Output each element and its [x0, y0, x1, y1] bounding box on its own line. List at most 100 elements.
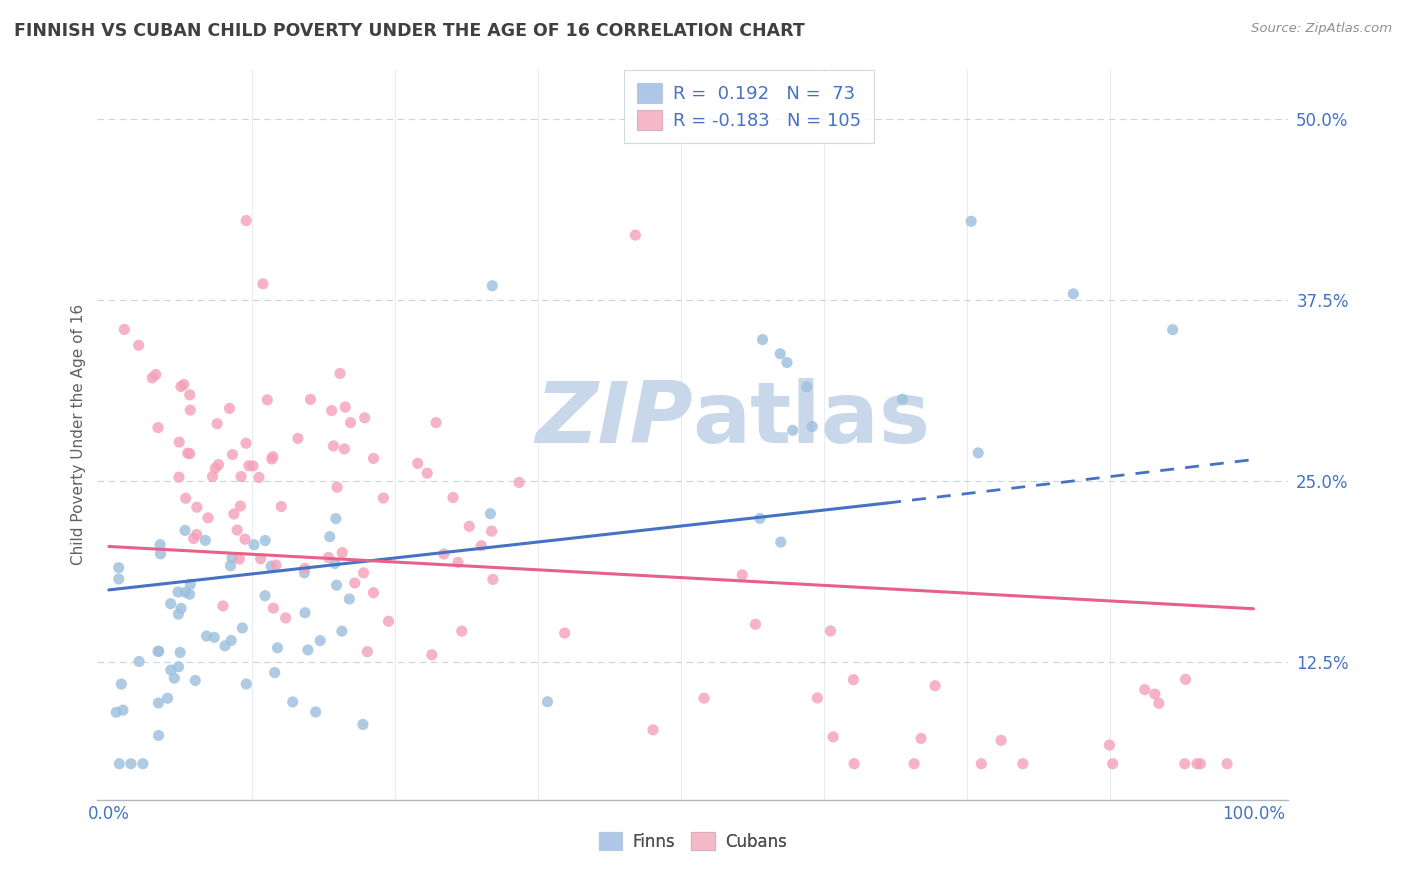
Point	[221, 551, 243, 566]
Point	[253, 589, 276, 603]
Point	[262, 601, 284, 615]
Point	[337, 592, 360, 607]
Point	[174, 524, 197, 538]
Point	[212, 599, 235, 613]
Point	[174, 585, 197, 599]
Point	[353, 566, 375, 580]
Point	[751, 333, 773, 347]
Point	[481, 524, 503, 538]
Point	[179, 577, 201, 591]
Point	[416, 466, 439, 480]
Point	[263, 665, 285, 680]
Point	[159, 597, 181, 611]
Point	[149, 547, 172, 561]
Point	[184, 673, 207, 688]
Point	[820, 624, 842, 638]
Point	[229, 499, 252, 513]
Point	[167, 607, 190, 622]
Point	[823, 730, 845, 744]
Text: atlas: atlas	[693, 378, 931, 461]
Point	[990, 733, 1012, 747]
Point	[353, 410, 375, 425]
Point	[179, 447, 201, 461]
Point	[299, 392, 322, 407]
Point	[169, 645, 191, 659]
Point	[120, 756, 142, 771]
Point	[174, 491, 197, 506]
Point	[329, 367, 352, 381]
Point	[238, 458, 260, 473]
Point	[186, 500, 208, 515]
Point	[903, 756, 925, 771]
Point	[201, 469, 224, 483]
Point	[254, 533, 277, 548]
Point	[160, 663, 183, 677]
Text: ZIP: ZIP	[534, 378, 693, 461]
Point	[148, 729, 170, 743]
Point	[179, 388, 201, 402]
Point	[796, 380, 818, 394]
Point	[148, 644, 170, 658]
Point	[270, 500, 292, 514]
Point	[363, 451, 385, 466]
Point	[195, 629, 218, 643]
Point	[186, 527, 208, 541]
Point	[769, 347, 792, 361]
Point	[260, 559, 283, 574]
Point	[425, 416, 447, 430]
Point	[554, 626, 576, 640]
Point	[1161, 323, 1184, 337]
Point	[1098, 738, 1121, 752]
Point	[482, 573, 505, 587]
Point	[262, 450, 284, 464]
Point	[294, 561, 316, 575]
Point	[481, 278, 503, 293]
Point	[297, 643, 319, 657]
Point	[202, 631, 225, 645]
Point	[219, 558, 242, 573]
Point	[146, 644, 169, 658]
Point	[406, 456, 429, 470]
Point	[420, 648, 443, 662]
Point	[219, 633, 242, 648]
Point	[1133, 682, 1156, 697]
Point	[960, 214, 983, 228]
Point	[226, 523, 249, 537]
Point	[806, 690, 828, 705]
Point	[433, 547, 456, 561]
Point	[731, 568, 754, 582]
Point	[274, 611, 297, 625]
Point	[1011, 756, 1033, 771]
Point	[318, 550, 340, 565]
Point	[693, 691, 716, 706]
Point	[179, 587, 201, 601]
Point	[294, 606, 316, 620]
Point	[281, 695, 304, 709]
Point	[128, 338, 150, 352]
Point	[179, 403, 201, 417]
Point	[247, 470, 270, 484]
Point	[266, 640, 288, 655]
Point	[782, 423, 804, 437]
Point	[221, 448, 243, 462]
Point	[235, 436, 257, 450]
Point	[1189, 756, 1212, 771]
Point	[229, 469, 252, 483]
Point	[205, 417, 228, 431]
Point	[222, 507, 245, 521]
Point	[373, 491, 395, 505]
Point	[170, 379, 193, 393]
Point	[447, 555, 470, 569]
Point	[458, 519, 481, 533]
Point	[197, 511, 219, 525]
Point	[194, 533, 217, 548]
Point	[112, 322, 135, 336]
Point	[356, 645, 378, 659]
Point	[769, 535, 792, 549]
Point	[173, 377, 195, 392]
Point	[479, 507, 502, 521]
Point	[105, 706, 128, 720]
Point	[167, 660, 190, 674]
Point	[243, 538, 266, 552]
Point	[242, 458, 264, 473]
